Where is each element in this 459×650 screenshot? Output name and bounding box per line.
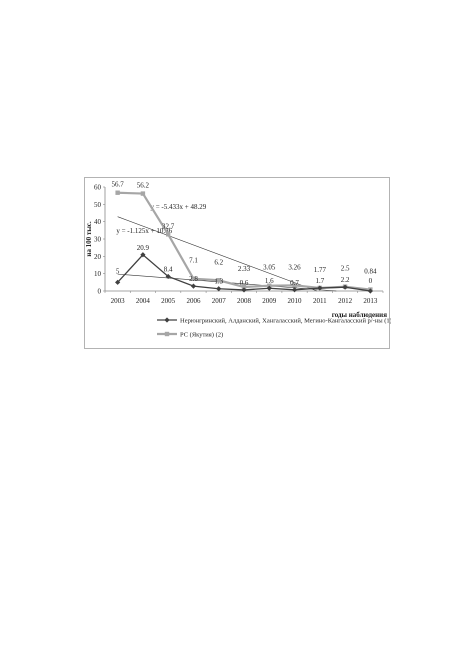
legend-marker-series-2 — [164, 331, 170, 337]
x-tick-label: 2007 — [212, 297, 227, 305]
data-label-series-2: 3.05 — [263, 264, 276, 272]
data-label-series-1: 1.6 — [265, 277, 274, 285]
data-point-series-2 — [216, 278, 221, 283]
data-point-series-1 — [190, 283, 197, 289]
y-tick-label: 0 — [98, 288, 102, 296]
data-point-series-1 — [317, 285, 323, 291]
data-point-series-1 — [140, 252, 146, 258]
x-tick-label: 2009 — [262, 297, 277, 305]
data-label-series-1: 8.4 — [164, 265, 173, 273]
data-label-series-1: 1.7 — [315, 277, 324, 285]
data-label-series-1: 0.7 — [290, 279, 299, 287]
data-point-series-2 — [191, 276, 196, 281]
data-label-series-2: 56.2 — [137, 182, 150, 190]
y-axis-label: на 100 тыс. — [85, 221, 93, 257]
data-point-series-1 — [165, 273, 171, 280]
data-label-series-2: 2.33 — [238, 265, 251, 273]
data-label-series-1: 0.6 — [240, 279, 249, 287]
trendline-equation-series-2: y = -5.433x + 48.29 — [150, 203, 206, 211]
legend-label-series-1: Нерюнгринский, Алданский, Хангаласский, … — [180, 318, 391, 325]
data-point-series-2 — [292, 283, 297, 288]
chart-frame: 0 10 20 30 40 50 60 2003 2004 2005 2006 2007 2008 200… — [84, 177, 391, 349]
x-tick-label: 2012 — [338, 297, 353, 305]
y-tick-label: 20 — [94, 253, 102, 261]
y-tick-label: 30 — [94, 236, 102, 244]
legend-label-series-2: РС (Якутия) (2) — [180, 332, 223, 339]
data-point-series-2 — [241, 284, 247, 290]
data-label-series-2: 56.7 — [112, 181, 125, 189]
data-point-series-2 — [140, 191, 146, 196]
data-label-series-2: 0.84 — [364, 268, 377, 276]
x-tick-label: 2005 — [161, 297, 176, 305]
data-label-series-2: 1.77 — [314, 266, 327, 274]
data-label-series-1: 1.3 — [214, 278, 223, 286]
y-tick-label: 60 — [94, 184, 102, 192]
trendline-series-2 — [117, 216, 318, 292]
data-label-series-2: 3.26 — [288, 263, 301, 271]
x-axis-label: годы наблюдения — [332, 311, 388, 319]
trendline-equation-series-1: y = -1.125x + 10.86 — [116, 227, 172, 235]
data-label-series-1: 0 — [369, 277, 373, 285]
x-tick-label: 2004 — [136, 297, 151, 305]
data-point-series-1 — [342, 284, 348, 290]
x-tick-label: 2013 — [363, 297, 378, 305]
data-label-series-2: 7.1 — [189, 257, 198, 265]
data-label-series-2: 2.5 — [341, 265, 350, 273]
legend-marker-series-1 — [164, 317, 170, 323]
x-tick-label: 2011 — [313, 297, 327, 305]
data-point-series-2 — [165, 232, 171, 237]
data-label-series-2: 32.7 — [162, 222, 175, 230]
data-label-series-1: 20.9 — [137, 244, 150, 252]
data-point-series-1 — [216, 286, 222, 292]
x-tick-label: 2008 — [237, 297, 252, 305]
y-tick-label: 10 — [94, 270, 102, 278]
data-point-series-2 — [115, 190, 120, 195]
data-label-series-2: 6.2 — [214, 258, 223, 266]
data-label-series-1: 2.8 — [189, 275, 198, 283]
x-tick-label: 2006 — [186, 297, 201, 305]
data-label-series-1: 2.2 — [341, 276, 350, 284]
y-tick-label: 40 — [94, 218, 102, 226]
x-tick-label: 2010 — [288, 297, 303, 305]
x-tick-label: 2003 — [111, 297, 126, 305]
data-point-series-1 — [367, 288, 373, 294]
data-label-series-1: 5 — [116, 267, 120, 275]
y-tick-label: 50 — [94, 201, 102, 209]
